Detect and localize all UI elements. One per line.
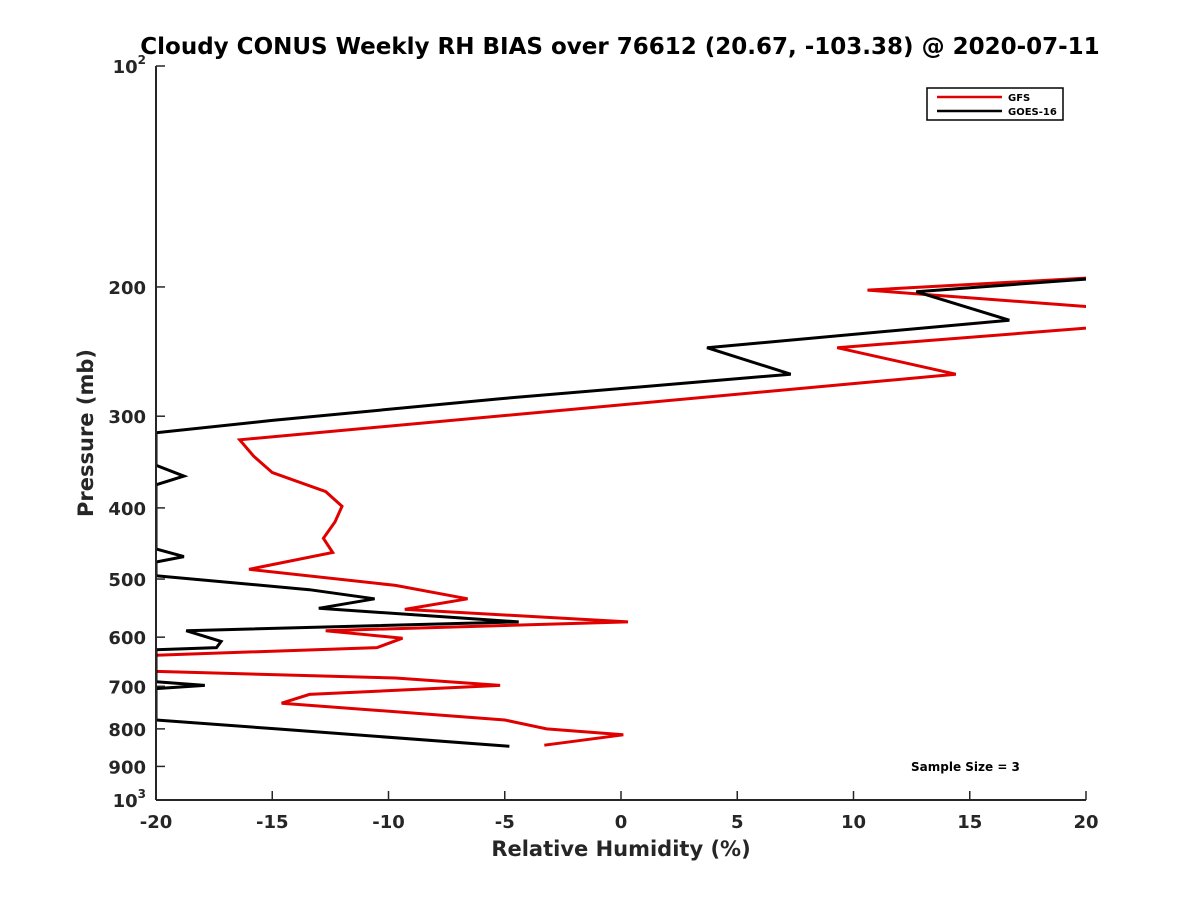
series-layer xyxy=(156,276,1086,748)
y-tick-label: 400 xyxy=(108,499,146,520)
x-tick-label: -20 xyxy=(140,812,173,833)
y-tick-label: 600 xyxy=(108,628,146,649)
x-tick-label: 0 xyxy=(615,812,628,833)
x-tick-label: 20 xyxy=(1073,812,1098,833)
y-axis-label: Pressure (mb) xyxy=(74,349,98,517)
sample-size-annotation: Sample Size = 3 xyxy=(911,760,1020,774)
x-tick-label: -10 xyxy=(372,812,405,833)
series-line-goes16 xyxy=(156,277,1086,748)
chart-title: Cloudy CONUS Weekly RH BIAS over 76612 (… xyxy=(140,34,1099,60)
axes-frame xyxy=(155,66,1086,801)
y-tick-label: 103 xyxy=(113,787,146,812)
x-tick-label: -15 xyxy=(256,812,289,833)
y-tick-label: 102 xyxy=(113,53,146,78)
y-tick-label: 300 xyxy=(108,407,146,428)
y-tick-label: 900 xyxy=(108,757,146,778)
chart-legend: GFS GOES-16 xyxy=(926,87,1064,121)
x-axis-label: Relative Humidity (%) xyxy=(491,837,750,861)
y-tick-label: 500 xyxy=(108,570,146,591)
y-axis-ticks: 102 200 300 400 500 600 700 800 900 103 xyxy=(108,53,165,812)
x-tick-label: 10 xyxy=(841,812,866,833)
y-tick-label: 800 xyxy=(108,720,146,741)
y-tick-label: 200 xyxy=(108,278,146,299)
x-tick-label: 15 xyxy=(957,812,982,833)
x-tick-label: 5 xyxy=(731,812,744,833)
x-axis-ticks: -20 -15 -10 -5 0 5 10 15 20 xyxy=(140,791,1099,833)
series-line-gfs xyxy=(156,276,1086,747)
legend-box xyxy=(926,87,1064,121)
legend-label-gfs: GFS xyxy=(1008,93,1030,104)
y-tick-label: 700 xyxy=(108,677,146,698)
x-tick-label: -5 xyxy=(495,812,515,833)
legend-label-goes16: GOES-16 xyxy=(1008,107,1057,118)
